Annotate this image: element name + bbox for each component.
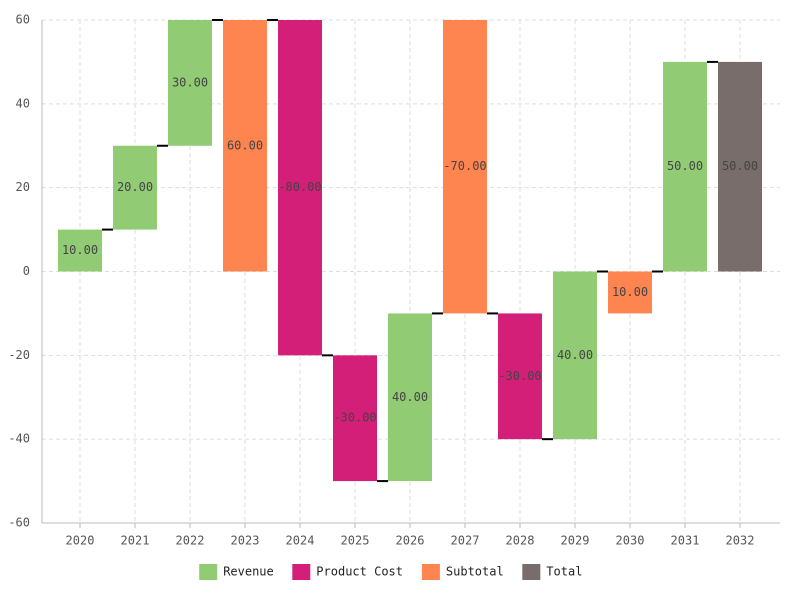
legend-swatch bbox=[199, 564, 218, 580]
legend-label: Product Cost bbox=[316, 565, 403, 579]
x-tick-label: 2020 bbox=[66, 534, 95, 548]
bar bbox=[663, 61, 707, 272]
x-tick-label: 2031 bbox=[671, 534, 700, 548]
bar bbox=[553, 271, 597, 440]
bar bbox=[388, 313, 432, 482]
value-label: 40.00 bbox=[557, 348, 593, 362]
x-tick-label: 2023 bbox=[231, 534, 260, 548]
x-tick-label: 2028 bbox=[506, 534, 535, 548]
bar bbox=[113, 145, 157, 230]
value-label: 20.00 bbox=[117, 180, 153, 194]
bar bbox=[443, 20, 487, 314]
bar bbox=[608, 271, 652, 314]
value-label: -70.00 bbox=[443, 159, 486, 173]
x-tick-label: 2022 bbox=[176, 534, 205, 548]
bar bbox=[168, 20, 212, 146]
x-tick-label: 2024 bbox=[286, 534, 315, 548]
value-label: -30.00 bbox=[498, 369, 541, 383]
bar bbox=[718, 61, 762, 272]
y-tick-label: 40 bbox=[16, 96, 30, 110]
value-label: 10.00 bbox=[612, 285, 648, 299]
legend-label: Subtotal bbox=[446, 565, 504, 579]
bar bbox=[498, 313, 542, 440]
value-label: 30.00 bbox=[172, 75, 208, 89]
legend-swatch bbox=[421, 564, 440, 580]
x-tick-label: 2029 bbox=[561, 534, 590, 548]
bar bbox=[58, 229, 102, 272]
x-tick-label: 2032 bbox=[726, 534, 755, 548]
value-label: 60.00 bbox=[227, 138, 263, 152]
value-label: 40.00 bbox=[392, 390, 428, 404]
bar bbox=[333, 355, 377, 482]
x-tick-label: 2021 bbox=[121, 534, 150, 548]
x-tick-label: 2025 bbox=[341, 534, 370, 548]
x-tick-label: 2026 bbox=[396, 534, 425, 548]
y-tick-label: -40 bbox=[8, 432, 30, 446]
value-label: -80.00 bbox=[278, 180, 321, 194]
value-label: 50.00 bbox=[722, 159, 758, 173]
x-tick-label: 2030 bbox=[616, 534, 645, 548]
legend-label: Total bbox=[546, 565, 582, 579]
y-tick-label: -60 bbox=[8, 516, 30, 530]
y-tick-label: 20 bbox=[16, 180, 30, 194]
bar bbox=[278, 20, 322, 356]
legend-swatch bbox=[292, 564, 311, 580]
y-tick-label: 60 bbox=[16, 13, 30, 27]
x-tick-label: 2027 bbox=[451, 534, 480, 548]
value-label: 10.00 bbox=[62, 243, 98, 257]
value-label: 50.00 bbox=[667, 159, 703, 173]
y-tick-label: 0 bbox=[23, 264, 30, 278]
bar bbox=[223, 20, 267, 272]
value-label: -30.00 bbox=[333, 411, 376, 425]
legend-swatch bbox=[522, 564, 541, 580]
y-tick-label: -20 bbox=[8, 348, 30, 362]
legend-label: Revenue bbox=[223, 565, 274, 579]
